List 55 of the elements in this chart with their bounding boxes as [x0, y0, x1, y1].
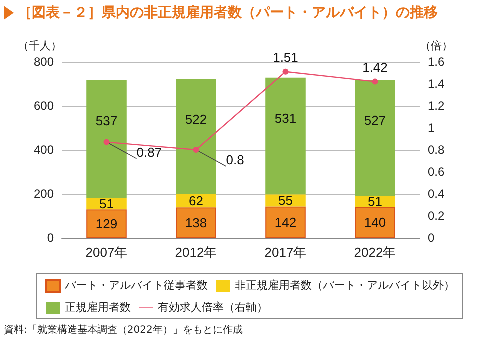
x-tick-label: 2022年 [354, 245, 396, 260]
text: 資料:「就業構造基本調査（2022年）」をもとに作成 [4, 324, 243, 337]
point [372, 78, 378, 85]
data-label: 0.87 [136, 144, 162, 160]
y2-tick-label: 1 [428, 121, 435, 135]
bar [176, 208, 216, 238]
bar [86, 80, 127, 198]
bar [86, 210, 127, 238]
y2-tick-label: 0.2 [428, 209, 446, 223]
data-label: 51 [100, 196, 114, 212]
bar [266, 206, 306, 238]
y-tick-label: 800 [34, 55, 54, 69]
data-label: 142 [274, 214, 297, 230]
bar [355, 80, 396, 196]
y2-axis-title: （倍） [420, 40, 453, 52]
data-label: 140 [364, 215, 386, 230]
y-tick-label: 0 [47, 231, 54, 245]
y-tick-label: 600 [34, 99, 54, 113]
bar [355, 207, 396, 238]
point [282, 68, 289, 75]
chart-title: ［図表－２］県内の非正規雇用者数（パート・アルバイト）の推移 [18, 4, 438, 22]
y-tick-label: 200 [34, 187, 54, 201]
data-label: 527 [364, 113, 386, 128]
y2-tick-label: 1.6 [428, 55, 446, 69]
data-label: 522 [185, 112, 208, 128]
data-label: 1.51 [273, 50, 298, 65]
bar [266, 194, 306, 207]
legend-label: 非正規雇用者数（パート・アルバイト以外） [235, 279, 455, 292]
y2-tick-label: 1.2 [428, 99, 446, 113]
data-label: 138 [185, 215, 208, 230]
data-label: 1.42 [362, 60, 388, 75]
data-label: 62 [189, 193, 204, 208]
x-tick-label: 2007年 [86, 245, 128, 260]
x-tick-label: 2017年 [264, 245, 307, 260]
legend-label: 正規雇用者数 [65, 301, 131, 314]
point [104, 139, 110, 146]
data-label: 51 [368, 194, 382, 210]
bar [266, 78, 306, 195]
data-label: 129 [96, 216, 118, 232]
x-tick-label: 2012年 [175, 245, 218, 260]
y2-tick-label: 1.4 [428, 77, 446, 91]
data-label: 537 [96, 113, 118, 128]
bar [176, 79, 216, 194]
data-label: 55 [278, 193, 293, 208]
y2-tick-label: 0.6 [428, 165, 446, 179]
y-tick-label: 400 [34, 143, 54, 157]
y2-tick-label: 0 [428, 231, 435, 245]
point [193, 147, 200, 153]
y2-tick-label: 0.4 [428, 187, 446, 201]
legend-label: 有効求人倍率（右軸） [158, 301, 268, 314]
data-label: 0.8 [226, 152, 244, 168]
data-label: 531 [274, 110, 297, 126]
legend-label: パート・アルバイト従事者数 [64, 279, 208, 292]
y-axis-title: （千人） [18, 40, 62, 52]
y2-tick-label: 0.8 [428, 143, 446, 157]
